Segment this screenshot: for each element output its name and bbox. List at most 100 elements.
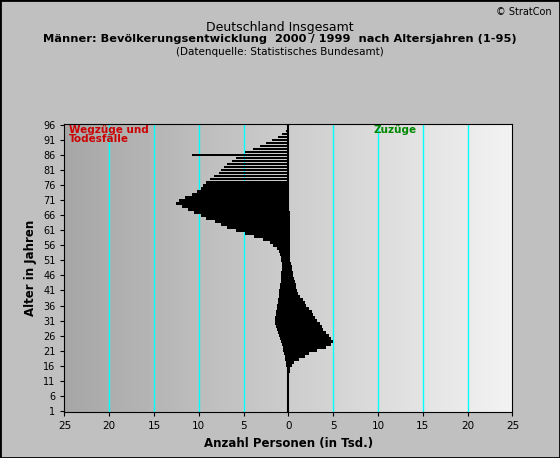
Bar: [288, 322, 320, 325]
Bar: [288, 241, 290, 244]
Bar: [279, 292, 288, 294]
Bar: [288, 163, 290, 165]
Bar: [287, 388, 288, 391]
Bar: [215, 220, 288, 223]
Bar: [276, 313, 288, 316]
Bar: [288, 253, 290, 256]
Bar: [281, 259, 288, 262]
Bar: [288, 352, 309, 355]
Bar: [278, 298, 288, 301]
Bar: [288, 274, 293, 277]
Bar: [260, 145, 288, 147]
Bar: [288, 208, 290, 211]
Bar: [276, 325, 288, 328]
Bar: [272, 139, 288, 142]
Bar: [236, 229, 288, 232]
Bar: [288, 205, 290, 207]
Bar: [288, 361, 294, 364]
Bar: [288, 382, 289, 385]
Bar: [288, 295, 300, 298]
Bar: [287, 394, 288, 397]
Bar: [287, 386, 288, 388]
Bar: [288, 365, 292, 367]
Bar: [281, 277, 288, 280]
Bar: [288, 338, 332, 340]
Bar: [192, 193, 288, 196]
Bar: [288, 376, 290, 379]
Bar: [288, 217, 290, 219]
Bar: [288, 358, 299, 361]
Bar: [288, 250, 290, 253]
Bar: [218, 172, 288, 174]
Bar: [179, 199, 288, 202]
Bar: [288, 307, 309, 310]
Bar: [232, 160, 288, 163]
X-axis label: Anzahl Personen (in Tsd.): Anzahl Personen (in Tsd.): [204, 437, 373, 450]
Bar: [288, 256, 290, 259]
Bar: [288, 235, 290, 238]
Bar: [288, 280, 295, 283]
Bar: [227, 226, 288, 229]
Bar: [288, 325, 321, 328]
Bar: [278, 250, 288, 253]
Bar: [281, 274, 288, 277]
Bar: [221, 223, 288, 226]
Bar: [288, 154, 289, 157]
Bar: [287, 382, 288, 385]
Bar: [288, 229, 290, 232]
Bar: [288, 349, 317, 352]
Bar: [282, 265, 288, 267]
Bar: [288, 328, 323, 331]
Bar: [288, 313, 314, 316]
Bar: [276, 316, 288, 319]
Bar: [279, 289, 288, 292]
Bar: [224, 166, 288, 169]
Bar: [277, 307, 288, 310]
Bar: [282, 344, 288, 346]
Bar: [288, 247, 290, 250]
Bar: [277, 328, 288, 331]
Bar: [288, 172, 290, 174]
Bar: [288, 211, 290, 213]
Bar: [206, 181, 288, 184]
Bar: [288, 178, 290, 180]
Text: Wegzüge und: Wegzüge und: [69, 125, 148, 135]
Bar: [287, 379, 288, 382]
Bar: [288, 190, 290, 192]
Bar: [288, 223, 290, 226]
Bar: [285, 355, 288, 358]
Bar: [253, 148, 288, 150]
Bar: [288, 214, 290, 217]
Bar: [287, 371, 288, 373]
Bar: [287, 376, 288, 379]
Bar: [214, 175, 288, 178]
Bar: [288, 367, 290, 370]
Bar: [288, 181, 290, 184]
Bar: [288, 301, 305, 304]
Bar: [276, 319, 288, 322]
Bar: [197, 190, 288, 192]
Bar: [282, 262, 288, 265]
Bar: [288, 346, 326, 349]
Bar: [277, 304, 288, 307]
Bar: [288, 379, 290, 382]
Bar: [283, 349, 288, 352]
Bar: [188, 208, 288, 211]
Bar: [221, 169, 288, 171]
Bar: [288, 157, 289, 159]
Bar: [288, 334, 329, 337]
Text: Zuzüge: Zuzüge: [374, 125, 417, 135]
Bar: [279, 334, 288, 337]
Bar: [288, 220, 290, 223]
Bar: [278, 301, 288, 304]
Bar: [288, 386, 289, 388]
Bar: [288, 331, 326, 334]
Bar: [227, 163, 288, 165]
Bar: [281, 280, 288, 283]
Bar: [278, 295, 288, 298]
Bar: [288, 265, 292, 267]
Bar: [263, 238, 288, 240]
Bar: [176, 202, 288, 205]
Bar: [288, 373, 290, 376]
Bar: [288, 355, 305, 358]
